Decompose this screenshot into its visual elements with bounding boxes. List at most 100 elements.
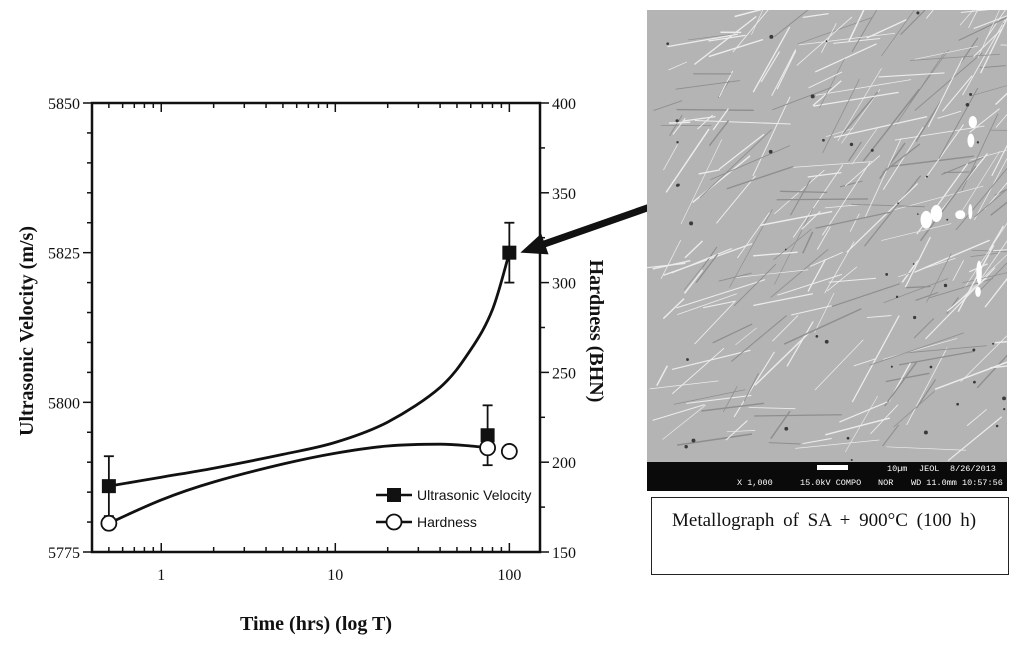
micro-lath: [801, 210, 821, 230]
micro-lath: [732, 10, 769, 53]
micro-lath: [708, 34, 746, 42]
micro-lath: [649, 380, 719, 390]
micrograph-voltage: 15.0kV COMPO: [800, 478, 861, 488]
micro-lath: [698, 169, 720, 175]
micro-pit: [885, 272, 889, 276]
micro-lath: [849, 213, 860, 232]
micro-lath: [712, 108, 729, 131]
micro-lath: [703, 300, 736, 309]
micro-pit: [925, 175, 928, 178]
micro-lath: [910, 49, 949, 104]
micro-pit: [992, 342, 995, 345]
micrograph-scale-label: 10µm: [887, 464, 907, 474]
micro-lath: [828, 277, 876, 283]
hardness-fit-curve: [108, 442, 488, 525]
micro-lath: [947, 416, 1003, 462]
micro-pit: [923, 430, 928, 435]
micro-lath: [677, 293, 737, 316]
micro-pit: [890, 365, 893, 368]
micro-lath: [881, 10, 915, 57]
micro-lath: [974, 188, 1007, 218]
y-tick-label: 5850: [48, 96, 80, 113]
x-tick-label: 100: [497, 567, 521, 584]
micro-lath: [694, 119, 791, 125]
micro-pit: [784, 426, 789, 431]
micro-lath: [807, 258, 827, 292]
micro-lath: [773, 10, 809, 38]
micro-pit: [976, 141, 980, 144]
micro-lath: [966, 408, 988, 427]
y-tick-label: 5825: [48, 246, 80, 263]
micro-lath: [846, 183, 919, 253]
micro-pit: [676, 183, 680, 187]
micro-pit: [917, 213, 919, 215]
micro-lath: [662, 404, 706, 440]
micro-lath: [718, 133, 765, 170]
micro-lath: [980, 17, 1007, 74]
micro-lath: [938, 87, 979, 159]
plot-frame: [90, 101, 542, 554]
micro-lath: [725, 420, 748, 441]
micro-lath: [752, 26, 791, 93]
micro-lath: [694, 300, 736, 345]
micro-lath: [771, 49, 797, 96]
micro-lath: [915, 101, 942, 142]
micro-lath: [943, 171, 970, 174]
micrograph-maker: JEOL: [919, 464, 939, 474]
micro-lath: [984, 277, 1007, 308]
micro-pit: [973, 380, 976, 384]
micro-lath: [960, 10, 990, 14]
micro-lath: [772, 87, 832, 111]
micro-lath: [695, 253, 719, 284]
micro-lath: [969, 108, 1000, 133]
micro-lath: [754, 332, 810, 386]
micro-pit: [929, 365, 933, 369]
micro-lath: [946, 297, 959, 315]
micro-pit: [676, 141, 679, 144]
micro-lath: [660, 239, 682, 279]
micro-lath: [822, 79, 860, 154]
micro-pit: [675, 119, 679, 123]
micro-lath: [809, 251, 843, 267]
micro-lath: [866, 19, 907, 39]
micro-lath: [882, 424, 900, 447]
fit-curves: [108, 252, 511, 525]
micro-lath: [814, 292, 835, 333]
micro-lath: [735, 327, 757, 345]
micro-precipitate: [955, 210, 966, 220]
micro-pit: [995, 424, 999, 428]
velocity-point: [502, 245, 517, 260]
micro-lath: [821, 23, 837, 53]
micrograph-scale-bar: [817, 465, 848, 470]
micro-lath: [866, 315, 892, 319]
micro-lath: [994, 340, 1007, 344]
micro-lath: [934, 361, 1007, 390]
micro-pit: [897, 202, 899, 205]
micro-pit: [956, 402, 959, 406]
data-markers: [100, 221, 518, 532]
micro-lath: [914, 52, 983, 111]
micro-lath: [925, 10, 934, 19]
micro-lath: [904, 236, 931, 288]
micro-lath: [927, 57, 964, 128]
micro-lath: [833, 38, 881, 44]
micro-lath: [671, 349, 751, 370]
micro-lath: [888, 155, 974, 168]
micro-lath: [840, 91, 879, 137]
micro-precipitate: [968, 204, 973, 220]
micro-lath: [971, 249, 1007, 253]
micro-pit: [912, 263, 915, 265]
micro-lath: [959, 37, 979, 64]
micro-lath: [879, 142, 906, 180]
micro-lath: [671, 347, 725, 395]
micro-lath: [790, 179, 811, 216]
micro-lath: [870, 404, 899, 435]
micro-lath: [839, 401, 888, 423]
micro-precipitate: [967, 133, 975, 148]
micro-lath: [837, 68, 882, 142]
micro-lath: [973, 15, 1007, 30]
micro-pit: [824, 339, 829, 344]
micro-lath: [790, 161, 873, 168]
micro-lath: [808, 71, 843, 89]
micro-lath: [668, 121, 691, 124]
